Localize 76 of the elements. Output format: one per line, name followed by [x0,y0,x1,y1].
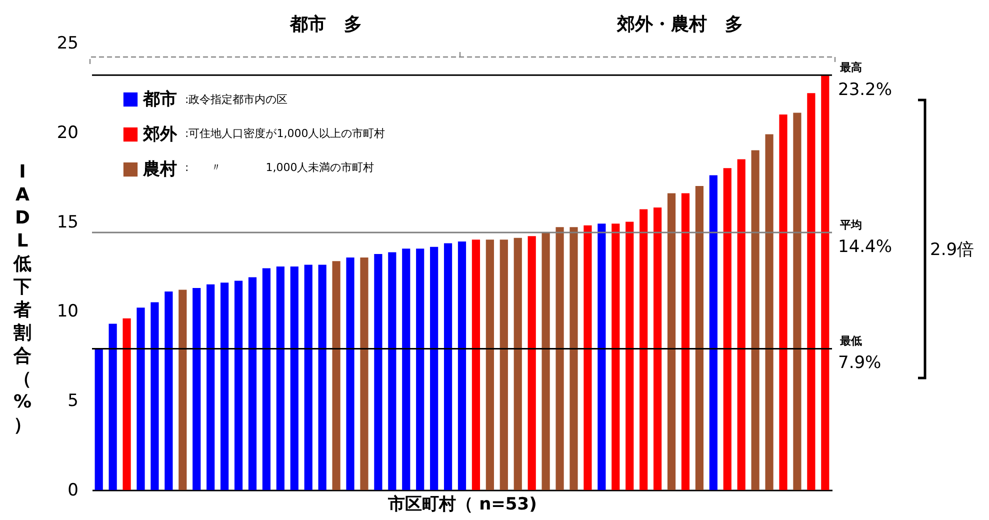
legend-label: 郊外 [142,124,178,144]
bar [150,302,159,490]
bar [821,75,830,490]
bar [304,264,312,490]
text: 14.4% [838,237,892,257]
text: IADL低下者割合（%） [13,162,32,436]
bar [542,232,550,490]
y-tick-label: 0 [68,480,78,500]
bar [765,134,774,490]
bar [94,348,103,490]
bar [640,209,648,490]
bar [430,246,438,490]
bar [500,240,508,490]
bar [402,248,410,490]
bar [122,318,131,490]
bar [416,248,424,490]
text: 2.9倍 [930,240,974,260]
bar [206,284,215,490]
legend-label: 都市 [142,90,177,110]
annotation: :可住地人口密度が1,000人以上の市町村 [185,127,386,140]
bar [248,277,257,490]
bar [458,241,466,490]
y-tick-label: 15 [56,212,78,232]
bar [793,112,802,490]
bar [807,93,816,490]
bar [360,258,368,490]
bar [220,282,229,490]
y-tick-label: 5 [68,391,78,412]
bar [318,264,326,490]
bar [514,238,522,490]
text: 郊外・農村 多 [616,14,743,35]
bar [737,159,746,490]
bar [528,236,536,490]
bar [108,324,117,490]
bar [374,254,382,490]
bar [598,224,606,490]
y-tick-label: 25 [56,34,78,54]
bar [276,266,284,490]
bar [584,225,592,490]
bar [653,207,662,490]
bar [346,258,354,490]
bar [164,292,173,490]
bar [136,308,145,490]
annotation: :政令指定都市内の区 [185,93,288,106]
x-axis-title: 市区町村（ n=53) [387,494,537,514]
bar [262,268,271,490]
bar [192,288,201,490]
bar [234,280,243,490]
bar [556,227,564,490]
text: 7.9% [838,353,882,373]
text: 23.2% [838,80,892,100]
ref-line-label: 平均 [839,218,862,232]
bar [612,224,620,490]
bar [723,168,732,490]
bar [570,227,578,490]
bar [681,193,690,490]
bar [290,266,298,490]
text: 都市 多 [289,14,362,35]
y-tick-label: 20 [56,122,78,143]
bar [626,222,634,490]
ref-line-label: 最低 [839,334,862,348]
bar [709,175,718,490]
bar [779,114,788,490]
bar [472,240,480,490]
y-tick-label: 10 [56,302,78,322]
bar [388,252,396,490]
legend-label: 農村 [142,160,177,180]
bar [486,240,494,490]
bar [667,193,676,490]
ref-line-label: 最高 [839,61,862,74]
annotation: : 〃 1,000人未満の市町村 [185,161,374,174]
bar [332,261,340,490]
bar [444,243,452,490]
bar [751,150,760,490]
bar [695,186,704,490]
bar [178,290,187,490]
